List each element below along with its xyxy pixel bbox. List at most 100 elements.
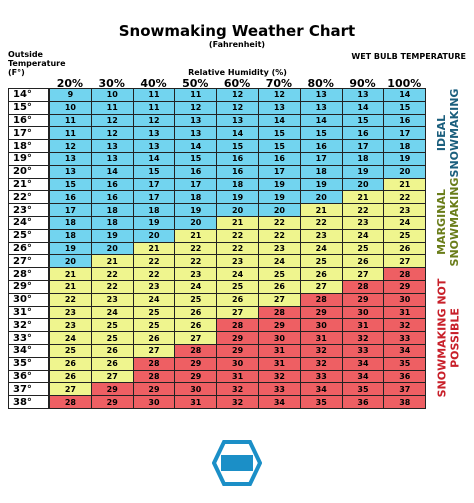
row-header: 36° — [8, 369, 49, 384]
cell: 27 — [49, 382, 92, 397]
cell: 13 — [258, 100, 301, 115]
cell: 23 — [299, 228, 343, 243]
cell: 21 — [299, 203, 343, 217]
cell: 19 — [216, 190, 259, 205]
cell: 21 — [383, 177, 427, 192]
cell: 19 — [258, 190, 301, 205]
cell: 27 — [258, 292, 301, 307]
column-header: 30% — [98, 77, 125, 90]
cell: 25 — [299, 254, 343, 269]
cell: 24 — [216, 267, 259, 281]
cell: 34 — [341, 369, 385, 384]
cell: 25 — [90, 331, 134, 345]
cell: 30 — [174, 382, 218, 397]
cell: 17 — [132, 177, 176, 192]
cell: 13 — [132, 126, 176, 141]
label-line: Outside — [8, 50, 43, 59]
row-header: 38° — [8, 395, 49, 409]
row-header: 31° — [8, 305, 49, 320]
cell: 14 — [341, 100, 385, 115]
cell: 28 — [341, 280, 385, 294]
cell: 31 — [383, 305, 427, 320]
cell: 22 — [341, 203, 385, 217]
cell: 32 — [216, 395, 259, 409]
cell: 19 — [341, 164, 385, 179]
cell: 24 — [341, 228, 385, 243]
cell: 17 — [383, 126, 427, 141]
cell: 16 — [341, 126, 385, 141]
cell: 21 — [132, 241, 176, 256]
cell: 25 — [341, 241, 385, 256]
cell: 23 — [383, 203, 427, 217]
cell: 22 — [90, 280, 134, 294]
cell: 21 — [174, 228, 218, 243]
cell: 17 — [49, 203, 92, 217]
cell: 11 — [49, 113, 92, 128]
cell: 29 — [216, 344, 259, 358]
cell: 26 — [383, 241, 427, 256]
cell: 26 — [258, 280, 301, 294]
cell: 30 — [132, 395, 176, 409]
cell: 31 — [174, 395, 218, 409]
row-header: 37° — [8, 382, 49, 397]
cell: 35 — [299, 395, 343, 409]
subtitle: (Fahrenheit) — [208, 40, 266, 49]
row-header: 33° — [8, 331, 49, 345]
cell: 34 — [299, 382, 343, 397]
cell: 20 — [49, 254, 92, 269]
cell: 30 — [299, 318, 343, 333]
row-header: 25° — [8, 228, 49, 243]
cell: 29 — [90, 395, 134, 409]
cell: 18 — [132, 203, 176, 217]
cell: 12 — [174, 100, 218, 115]
cell: 29 — [174, 369, 218, 384]
cell: 25 — [132, 305, 176, 320]
cell: 28 — [299, 292, 343, 307]
cell: 20 — [174, 216, 218, 230]
label-line: (F°) — [8, 68, 25, 77]
cell: 11 — [90, 100, 134, 115]
cell: 20 — [216, 203, 259, 217]
cell: 18 — [174, 190, 218, 205]
cell: 26 — [174, 318, 218, 333]
cell: 13 — [341, 88, 385, 102]
cell: 21 — [341, 190, 385, 205]
cell: 19 — [258, 177, 301, 192]
cell: 28 — [174, 344, 218, 358]
cell: 26 — [49, 356, 92, 371]
cell: 18 — [49, 216, 92, 230]
row-header: 18° — [8, 139, 49, 153]
cell: 15 — [49, 177, 92, 192]
cell: 22 — [90, 267, 134, 281]
cell: 14 — [216, 126, 259, 141]
column-header: 80% — [307, 77, 334, 90]
row-header: 22° — [8, 190, 49, 205]
cell: 27 — [341, 267, 385, 281]
cell: 26 — [49, 369, 92, 384]
cell: 33 — [341, 344, 385, 358]
cell: 20 — [341, 177, 385, 192]
cell: 16 — [383, 113, 427, 128]
cell: 18 — [383, 139, 427, 153]
cell: 26 — [132, 331, 176, 345]
cell: 23 — [132, 280, 176, 294]
cell: 11 — [49, 126, 92, 141]
cell: 22 — [49, 292, 92, 307]
cell: 23 — [49, 318, 92, 333]
cell: 13 — [49, 164, 92, 179]
cell: 22 — [258, 228, 301, 243]
cell: 32 — [383, 318, 427, 333]
cell: 25 — [90, 318, 134, 333]
cell: 20 — [383, 164, 427, 179]
cell: 24 — [299, 241, 343, 256]
column-header: 70% — [265, 77, 293, 90]
cell: 13 — [90, 152, 134, 166]
row-header: 32° — [8, 318, 49, 333]
column-header: 20% — [56, 77, 84, 90]
cell: 33 — [258, 382, 301, 397]
cell: 25 — [132, 318, 176, 333]
row-header: 28° — [8, 267, 49, 281]
cell: 22 — [132, 254, 176, 269]
cell: 15 — [383, 100, 427, 115]
cell: 26 — [90, 344, 134, 358]
